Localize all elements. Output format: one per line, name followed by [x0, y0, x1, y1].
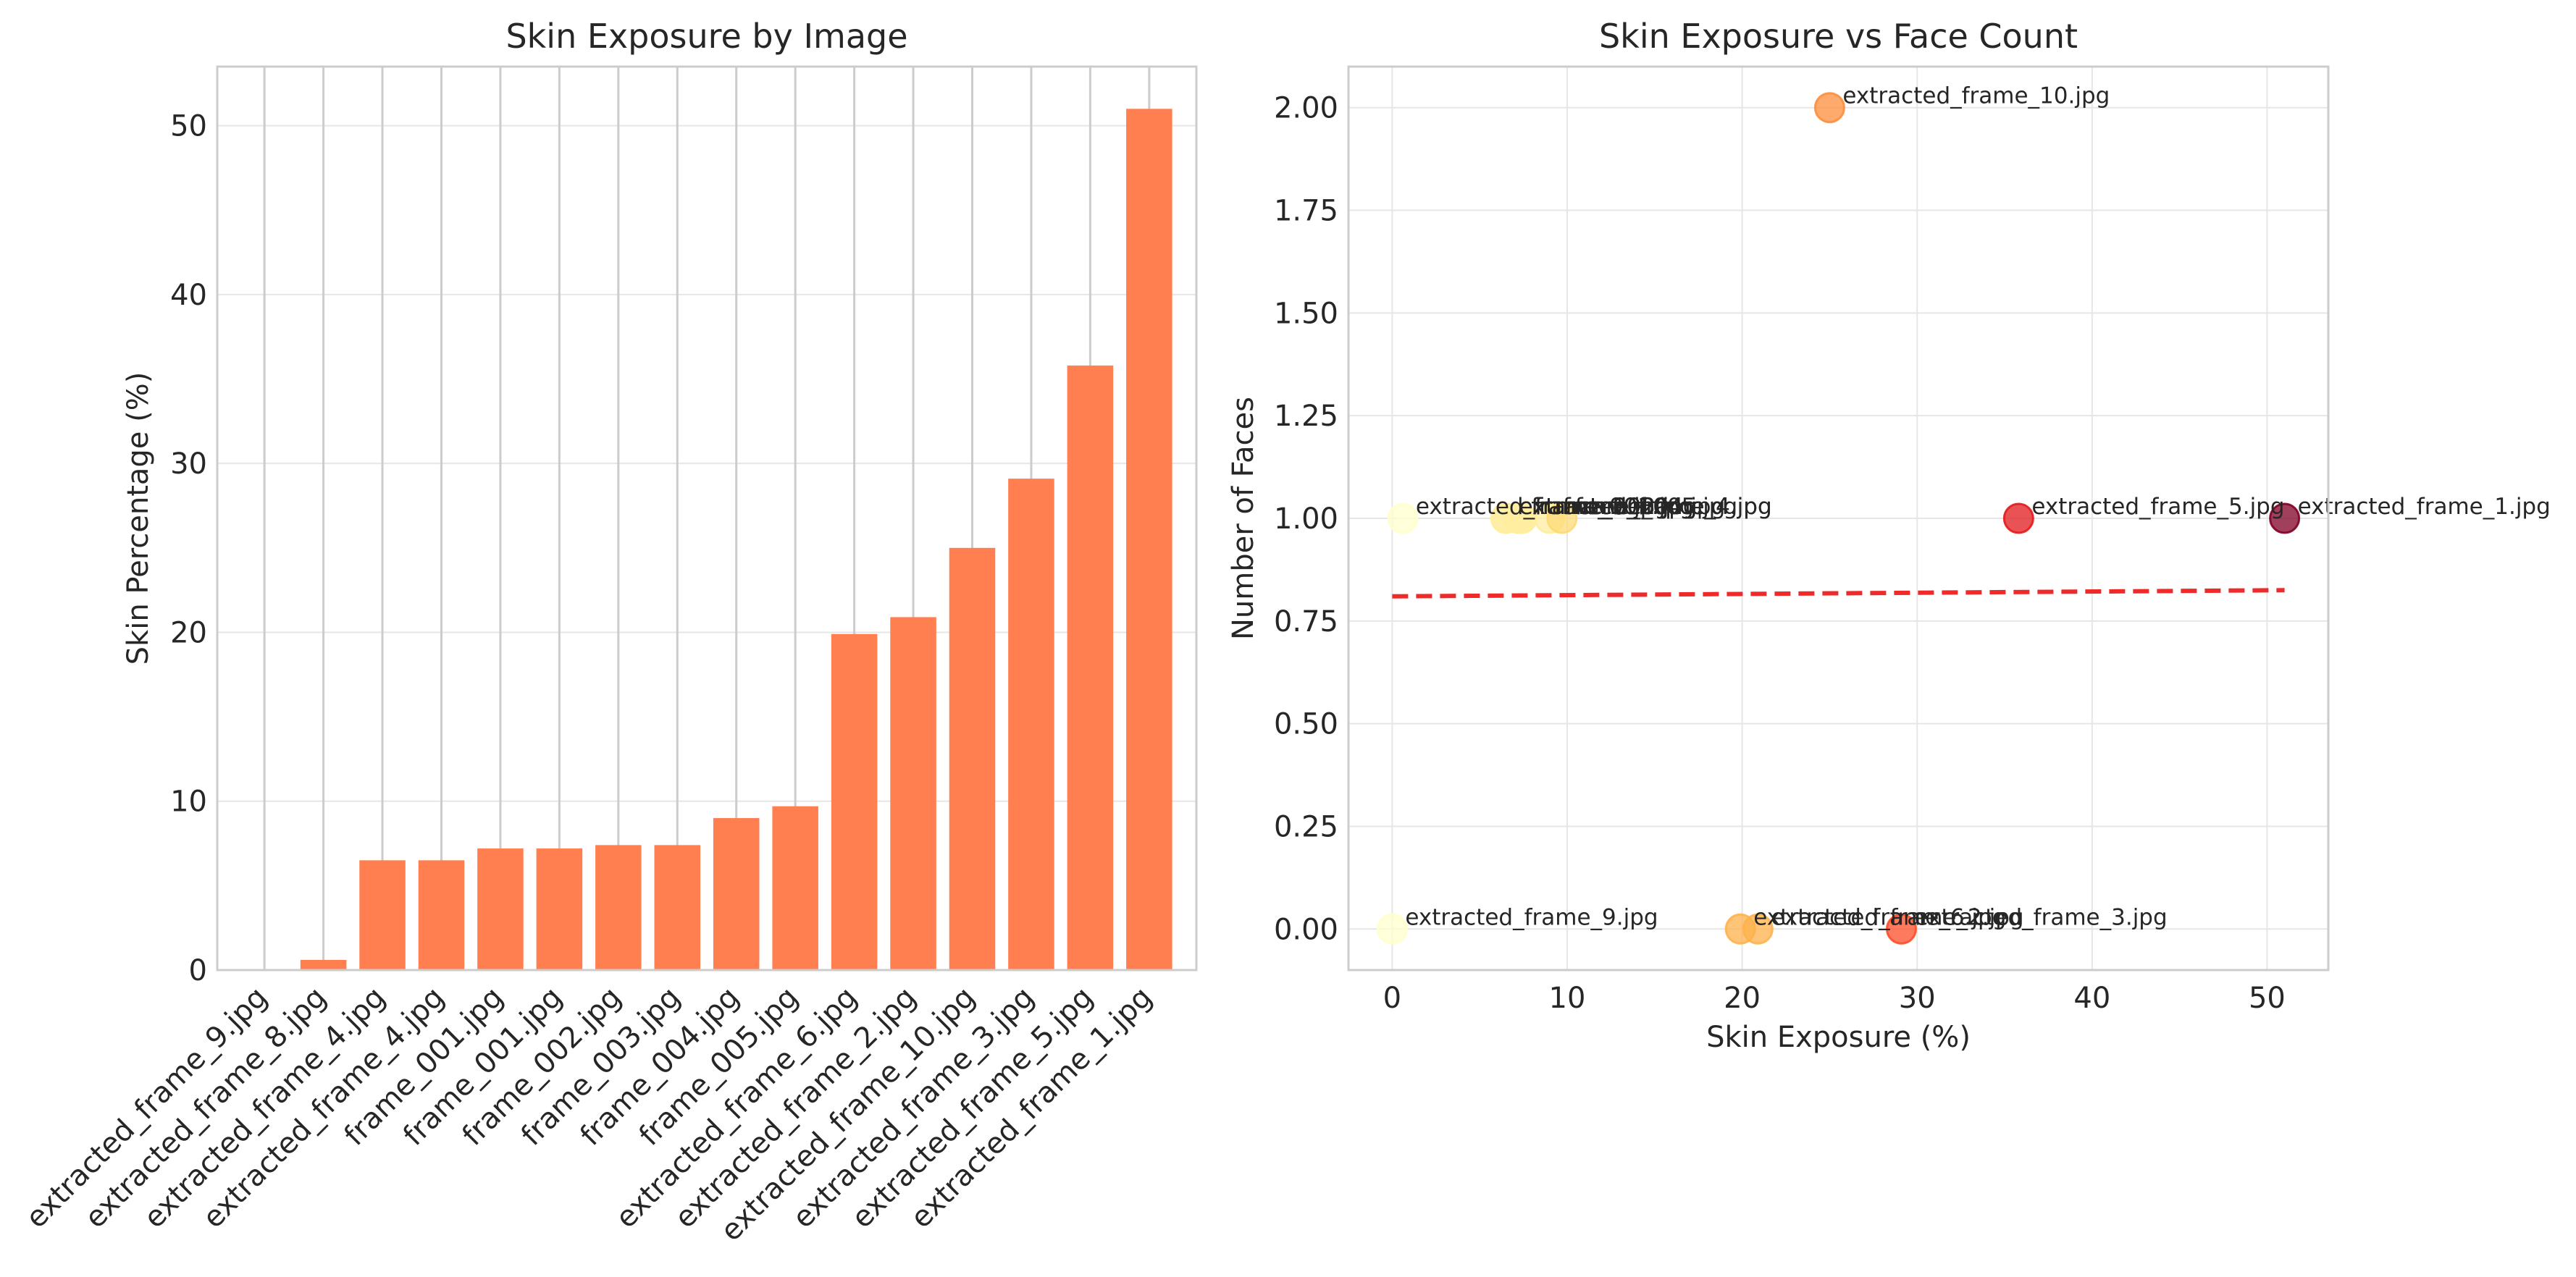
bar-chart-y-tick-label: 10 [170, 785, 207, 819]
scatter-chart-trendline [1392, 588, 2285, 599]
scatter-chart-frame [1347, 65, 2330, 972]
scatter-point-label: frame_003.jpg [1535, 494, 1697, 520]
bar-chart-y-tick-label: 20 [170, 616, 207, 649]
bar-10 [772, 806, 818, 970]
scatter-point-label: frame_002.jpg [1535, 494, 1697, 520]
bar-6 [536, 848, 583, 970]
scatter-point-label: frame_001.jpg [1531, 494, 1693, 520]
scatter-chart-points [1376, 92, 2301, 945]
scatter-chart-y-tick-label: 0.75 [1274, 605, 1338, 638]
scatter-point-label: frame_005.jpg [1575, 494, 1737, 520]
scatter-point-label: extracted_frame_10.jpg [1842, 83, 2110, 109]
scatter-point-label: extracted_frame_4.jpg [1519, 494, 1771, 520]
scatter-point-label: extracted_frame_1.jpg [2298, 494, 2551, 520]
scatter-point-13 [1813, 92, 1845, 124]
scatter-point-label: frame_001.jpg [1531, 494, 1693, 520]
scatter-point-label: extracted_frame_2.jpg [1771, 904, 2023, 930]
scatter-chart-trend-line [1392, 588, 2285, 599]
scatter-point-15 [2002, 502, 2034, 534]
bar-chart-y-axis-label: Skin Percentage (%) [122, 372, 155, 665]
scatter-chart-y-tick-label: 0.00 [1274, 913, 1338, 946]
bar-chart-title: Skin Exposure by Image [505, 17, 907, 56]
bar-12 [890, 617, 936, 970]
bar-chart-y-tick-label: 50 [170, 110, 207, 143]
scatter-chart-x-tick-label: 30 [1899, 982, 1936, 1015]
bar-chart-x-ticks: extracted_frame_9.jpgextracted_frame_8.j… [20, 981, 1159, 1248]
scatter-point-label: frame_004.jpg [1563, 494, 1725, 520]
bar-13 [949, 547, 996, 970]
bar-15 [1067, 365, 1114, 970]
bar-chart-panel: 0 10 20 30 40 50 extracted_frame_9.jpgextract… [20, 17, 1198, 1248]
bar-chart-frame [216, 65, 1198, 972]
scatter-chart-x-tick-label: 40 [2073, 982, 2110, 1015]
bar-chart-y-tick-label: 40 [170, 279, 207, 312]
scatter-point-label: extracted_frame_3.jpg [1914, 904, 2167, 930]
scatter-point-label: extracted_frame_5.jpg [2031, 494, 2284, 520]
bar-chart-x-tick-label: extracted_frame_8.jpg [79, 981, 333, 1235]
bar-5 [477, 848, 524, 970]
bar-8 [654, 845, 701, 970]
scatter-point-label: extracted_frame_9.jpg [1405, 904, 1658, 930]
scatter-chart-y-tick-label: 1.00 [1274, 502, 1338, 536]
bar-7 [595, 845, 642, 970]
scatter-chart-x-axis-label: Skin Exposure (%) [1706, 1021, 1971, 1054]
scatter-point-label: extracted_frame_4.jpg [1519, 494, 1771, 520]
bar-chart-y-ticks: 0 10 20 30 40 50 [170, 110, 207, 987]
scatter-chart-y-tick-label: 0.50 [1274, 708, 1338, 741]
scatter-chart-x-tick-label: 0 [1383, 982, 1401, 1015]
bar-chart-y-tick-label: 30 [170, 447, 207, 481]
bar-chart-bars [300, 109, 1172, 971]
bar-4 [418, 860, 465, 970]
scatter-chart-x-ticks: 0 10 20 30 40 50 [1383, 982, 2286, 1015]
scatter-point-12 [1742, 913, 1774, 945]
scatter-point-label: extracted_frame_6.jpg [1753, 904, 2006, 930]
bar-chart-x-tick-label: extracted_frame_4.jpg [138, 981, 392, 1235]
scatter-point-16 [2269, 502, 2301, 534]
scatter-chart-x-tick-label: 20 [1724, 982, 1761, 1015]
bar-9 [713, 818, 760, 970]
bar-3 [359, 860, 406, 970]
scatter-chart-y-tick-label: 1.25 [1274, 400, 1338, 433]
scatter-point-10 [1546, 502, 1578, 534]
scatter-chart-y-tick-label: 0.25 [1274, 810, 1338, 843]
bar-11 [831, 633, 878, 970]
scatter-chart-y-ticks: 0.00 0.25 0.50 0.75 1.00 1.25 1.50 1.75 2.00 [1274, 92, 1338, 947]
bar-14 [1008, 479, 1054, 970]
bar-2 [300, 960, 347, 970]
scatter-chart-y-tick-label: 1.50 [1274, 297, 1338, 330]
scatter-chart-point-labels: extracted_frame_9.jpg extracted_frame_8.j… [1405, 83, 2550, 931]
scatter-point-1 [1376, 913, 1408, 945]
scatter-chart-y-axis-label: Number of Faces [1227, 397, 1260, 640]
scatter-point-2 [1387, 502, 1419, 534]
bar-chart-y-tick-label: 0 [189, 954, 207, 987]
scatter-point-14 [1885, 913, 1917, 945]
scatter-chart-y-tick-label: 2.00 [1274, 92, 1338, 125]
scatter-chart-y-tick-label: 1.75 [1274, 195, 1338, 228]
scatter-chart-x-tick-label: 10 [1549, 982, 1586, 1015]
scatter-chart-x-tick-label: 50 [2249, 982, 2286, 1015]
scatter-chart-panel: extracted_frame_9.jpg extracted_frame_8.j… [1227, 17, 2551, 1054]
scatter-point-label: extracted_frame_8.jpg [1416, 494, 1669, 520]
bar-16 [1126, 109, 1172, 971]
scatter-chart-title: Skin Exposure vs Face Count [1599, 17, 2078, 56]
